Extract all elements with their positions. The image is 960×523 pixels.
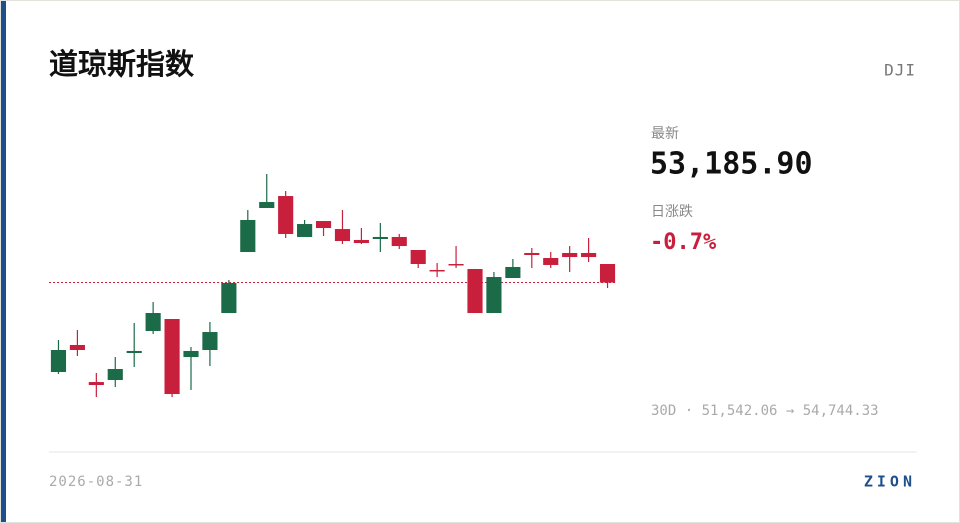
candle-body [240, 219, 256, 253]
ticker: DJI [884, 61, 916, 80]
candle-body [543, 258, 559, 265]
candle-body [334, 229, 351, 242]
candle-body [429, 269, 445, 272]
candle-body [372, 236, 388, 239]
candle-body [353, 239, 369, 244]
date: 2026-08-31 [49, 474, 143, 490]
candle-body [467, 269, 483, 314]
candle-body [202, 332, 218, 350]
candle-body [315, 221, 332, 228]
candle-body [107, 369, 123, 381]
candle-body [505, 266, 521, 278]
candle-body [145, 313, 161, 331]
candle-body [126, 350, 142, 353]
candle-body [278, 196, 294, 234]
latest-price: 53,185.90 [650, 147, 813, 182]
candle-body [391, 236, 407, 247]
range: 30D · 51,542.06 → 54,744.33 [651, 403, 879, 419]
accent-bar [1, 1, 6, 522]
change: -0.7% [650, 230, 717, 255]
title: 道琼斯指数 [49, 47, 195, 81]
candle-body [221, 283, 237, 314]
candle-body [410, 249, 426, 264]
candle-body [524, 252, 540, 256]
candle-body [88, 382, 104, 386]
candle-body [259, 202, 275, 209]
candle-body [448, 263, 464, 266]
candle-body [164, 319, 180, 395]
candle-body [183, 350, 199, 358]
candle-body [69, 344, 85, 350]
change-label: 日涨跌 [651, 204, 693, 220]
candle-body [599, 263, 616, 283]
candle-body [297, 224, 313, 237]
latest-label: 最新 [651, 126, 679, 142]
candle-body [50, 349, 67, 373]
candle-body [562, 252, 578, 258]
candle-body [486, 277, 502, 314]
brand: ZION [864, 473, 916, 491]
candle-body [581, 252, 597, 258]
